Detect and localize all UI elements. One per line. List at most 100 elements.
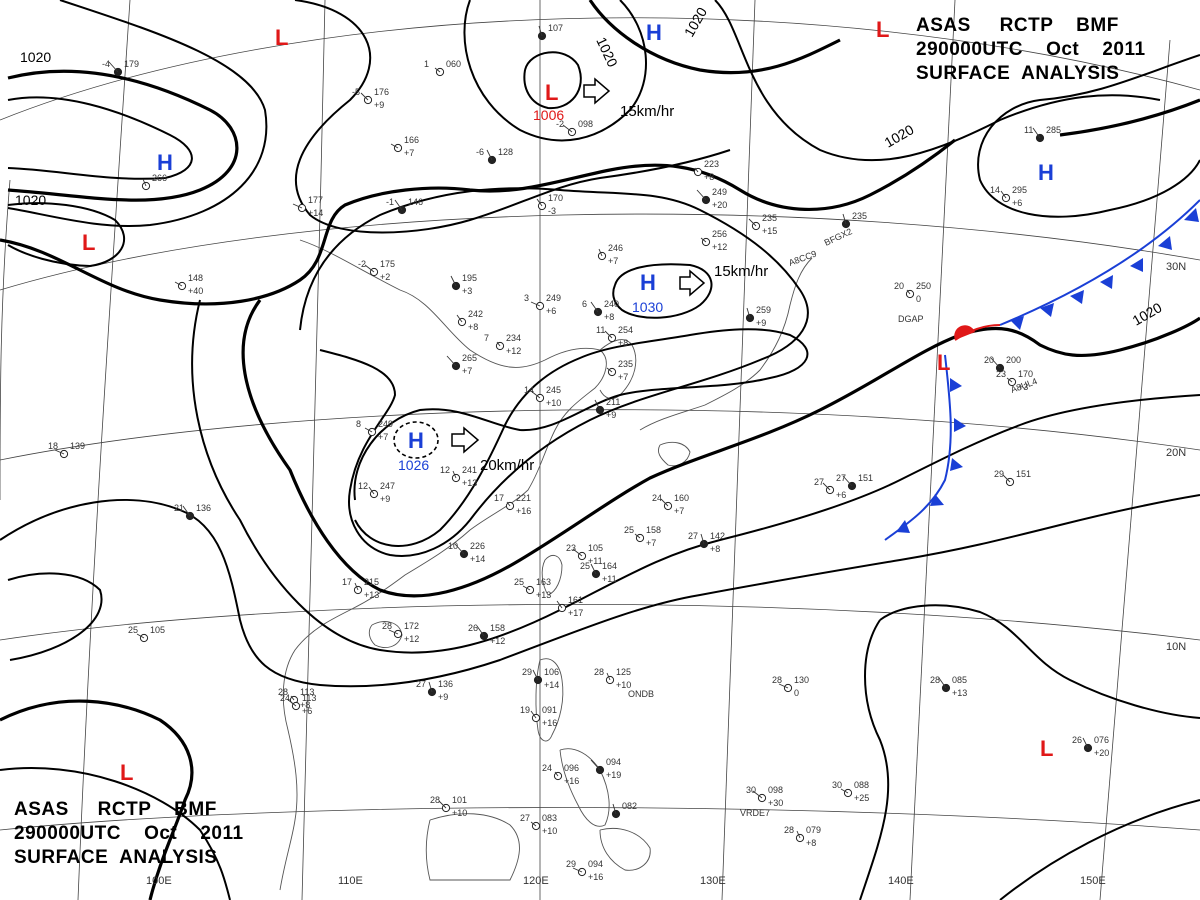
station-plot: 12 241 +13: [440, 465, 477, 488]
wind-barb-icon: [590, 759, 601, 771]
station-plot: -2 175 +2: [358, 259, 395, 282]
station-plot: 17 221 +16: [494, 493, 531, 516]
station-plot: 17 215 +13: [342, 577, 379, 600]
station-pressure: 158: [490, 623, 505, 633]
station-tendency: +20: [1094, 748, 1109, 758]
station-tendency: +9: [374, 100, 384, 110]
station-tendency: +14: [544, 680, 559, 690]
station-temperature: -2: [358, 259, 366, 269]
station-plot: 265+7: [446, 353, 477, 376]
wind-barb-icon: [634, 533, 641, 539]
station-tendency: +11: [602, 574, 617, 584]
isobar-1020-east: [1059, 98, 1200, 137]
station-plot: 28 172 +12: [382, 621, 419, 644]
wind-barb-icon: [1006, 377, 1013, 383]
station-temperature: 28: [784, 825, 794, 835]
station-temperature: 11: [596, 325, 605, 335]
wind-barb-icon: [796, 830, 801, 839]
station-tendency: +10: [616, 680, 631, 690]
station-tendency: +8: [618, 338, 628, 348]
longitude-label: 120E: [523, 875, 549, 887]
footer-line-1: ASAS RCTP BMF: [14, 799, 217, 820]
station-temperature: 25: [624, 525, 634, 535]
station-tendency: +7: [378, 432, 388, 442]
cold-front-barbs: [896, 208, 1199, 533]
wind-barb-icon: [696, 189, 707, 201]
wind-barb-icon: [612, 803, 617, 815]
station-tendency: +17: [568, 608, 583, 618]
station-pressure: 246: [608, 243, 623, 253]
station-tendency: +10: [542, 826, 557, 836]
station-pressure: 247: [380, 481, 395, 491]
station-pressure: 128: [498, 147, 513, 157]
station-plot: 20 200: [984, 355, 1021, 373]
isobar-west-outer: [7, 0, 268, 227]
station-pressure: 215: [364, 577, 379, 587]
wind-barb-icon: [746, 307, 751, 319]
low-pressure-marker: L: [120, 760, 133, 785]
station-plot: 18 139: [48, 441, 85, 459]
station-temperature: 27: [416, 679, 426, 689]
station-tendency: 0: [916, 294, 921, 304]
wind-barb-icon: [842, 213, 847, 225]
station-pressure: 105: [150, 625, 165, 635]
station-plot: 19 091 +16: [520, 705, 557, 728]
wind-barb-icon: [496, 341, 501, 347]
wind-barb-icon: [840, 788, 849, 794]
station-plot: 26 158 +12: [468, 623, 505, 646]
wind-barb-icon: [572, 867, 583, 873]
station-plot: -4 179: [102, 59, 139, 77]
wind-barb-icon: [446, 355, 457, 367]
wind-barb-icon: [1000, 190, 1007, 199]
isobar-southwest-1: [0, 767, 231, 900]
station-temperature: 28: [430, 795, 440, 805]
station-pressure: 105: [588, 543, 603, 553]
station-pressure: 113: [300, 687, 314, 697]
station-tendency: +13: [952, 688, 967, 698]
station-plot: 082: [611, 801, 637, 819]
station-plot: 29 151: [994, 469, 1031, 487]
station-temperature: 23: [566, 543, 576, 553]
station-temperature: 25: [514, 577, 524, 587]
wind-barb-icon: [822, 482, 831, 491]
wind-barb-icon: [842, 475, 853, 487]
wind-barb-icon: [182, 505, 191, 517]
wind-barb-icon: [136, 633, 145, 639]
station-plot: 21 136: [174, 503, 211, 521]
station-plot: 28 125 +10: [594, 667, 631, 690]
station-tendency: +12: [490, 636, 505, 646]
station-plot: 235+15: [748, 213, 777, 236]
isobar-low-north: [463, 0, 647, 142]
station-pressure: 136: [438, 679, 453, 689]
station-temperature: 12: [358, 481, 368, 491]
station-temperature: 14: [990, 185, 1000, 195]
wind-barb-icon: [486, 149, 493, 161]
station-tendency: +11: [588, 556, 603, 566]
station-pressure: 235: [618, 359, 633, 369]
station-plot: 223+8: [693, 159, 719, 182]
station-plot: 177+14: [292, 195, 323, 218]
station-tendency: +14: [308, 208, 323, 218]
latitude-label: 30N: [1166, 261, 1186, 273]
station-plot: 11 254 +8: [596, 325, 633, 348]
station-plot: 27 142 +8: [688, 531, 725, 554]
wind-barb-icon: [694, 167, 699, 173]
station-pressure: 113: [302, 693, 316, 703]
parallel-20n: [0, 409, 1200, 461]
station-pressure: 101: [452, 795, 467, 805]
station-tendency: +13: [536, 590, 551, 600]
wind-barb-icon: [108, 61, 119, 73]
station-pressure: 242: [468, 309, 483, 319]
station-pressure: 085: [952, 675, 967, 685]
station-temperature: 6: [582, 299, 587, 309]
ship-id: VRDE7: [740, 808, 770, 818]
station-plot: 211+9: [594, 397, 620, 420]
high-center-dashed-ring: [393, 421, 439, 459]
station-temperature: 20: [894, 281, 904, 291]
parallel-30n: [0, 213, 1200, 291]
isobar-label: 1020: [15, 192, 46, 208]
station-pressure: 151: [858, 473, 873, 483]
station-plot: 094+19: [590, 757, 621, 780]
station-temperature: -2: [556, 119, 564, 129]
